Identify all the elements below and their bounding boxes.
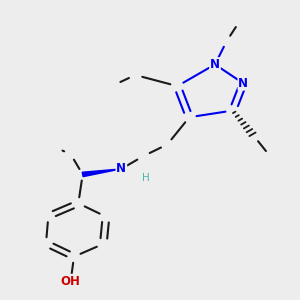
Polygon shape: [82, 169, 121, 177]
Text: H: H: [142, 173, 150, 183]
Text: N: N: [238, 77, 248, 90]
Text: N: N: [116, 162, 126, 176]
Text: OH: OH: [61, 274, 81, 288]
Text: N: N: [210, 58, 220, 71]
